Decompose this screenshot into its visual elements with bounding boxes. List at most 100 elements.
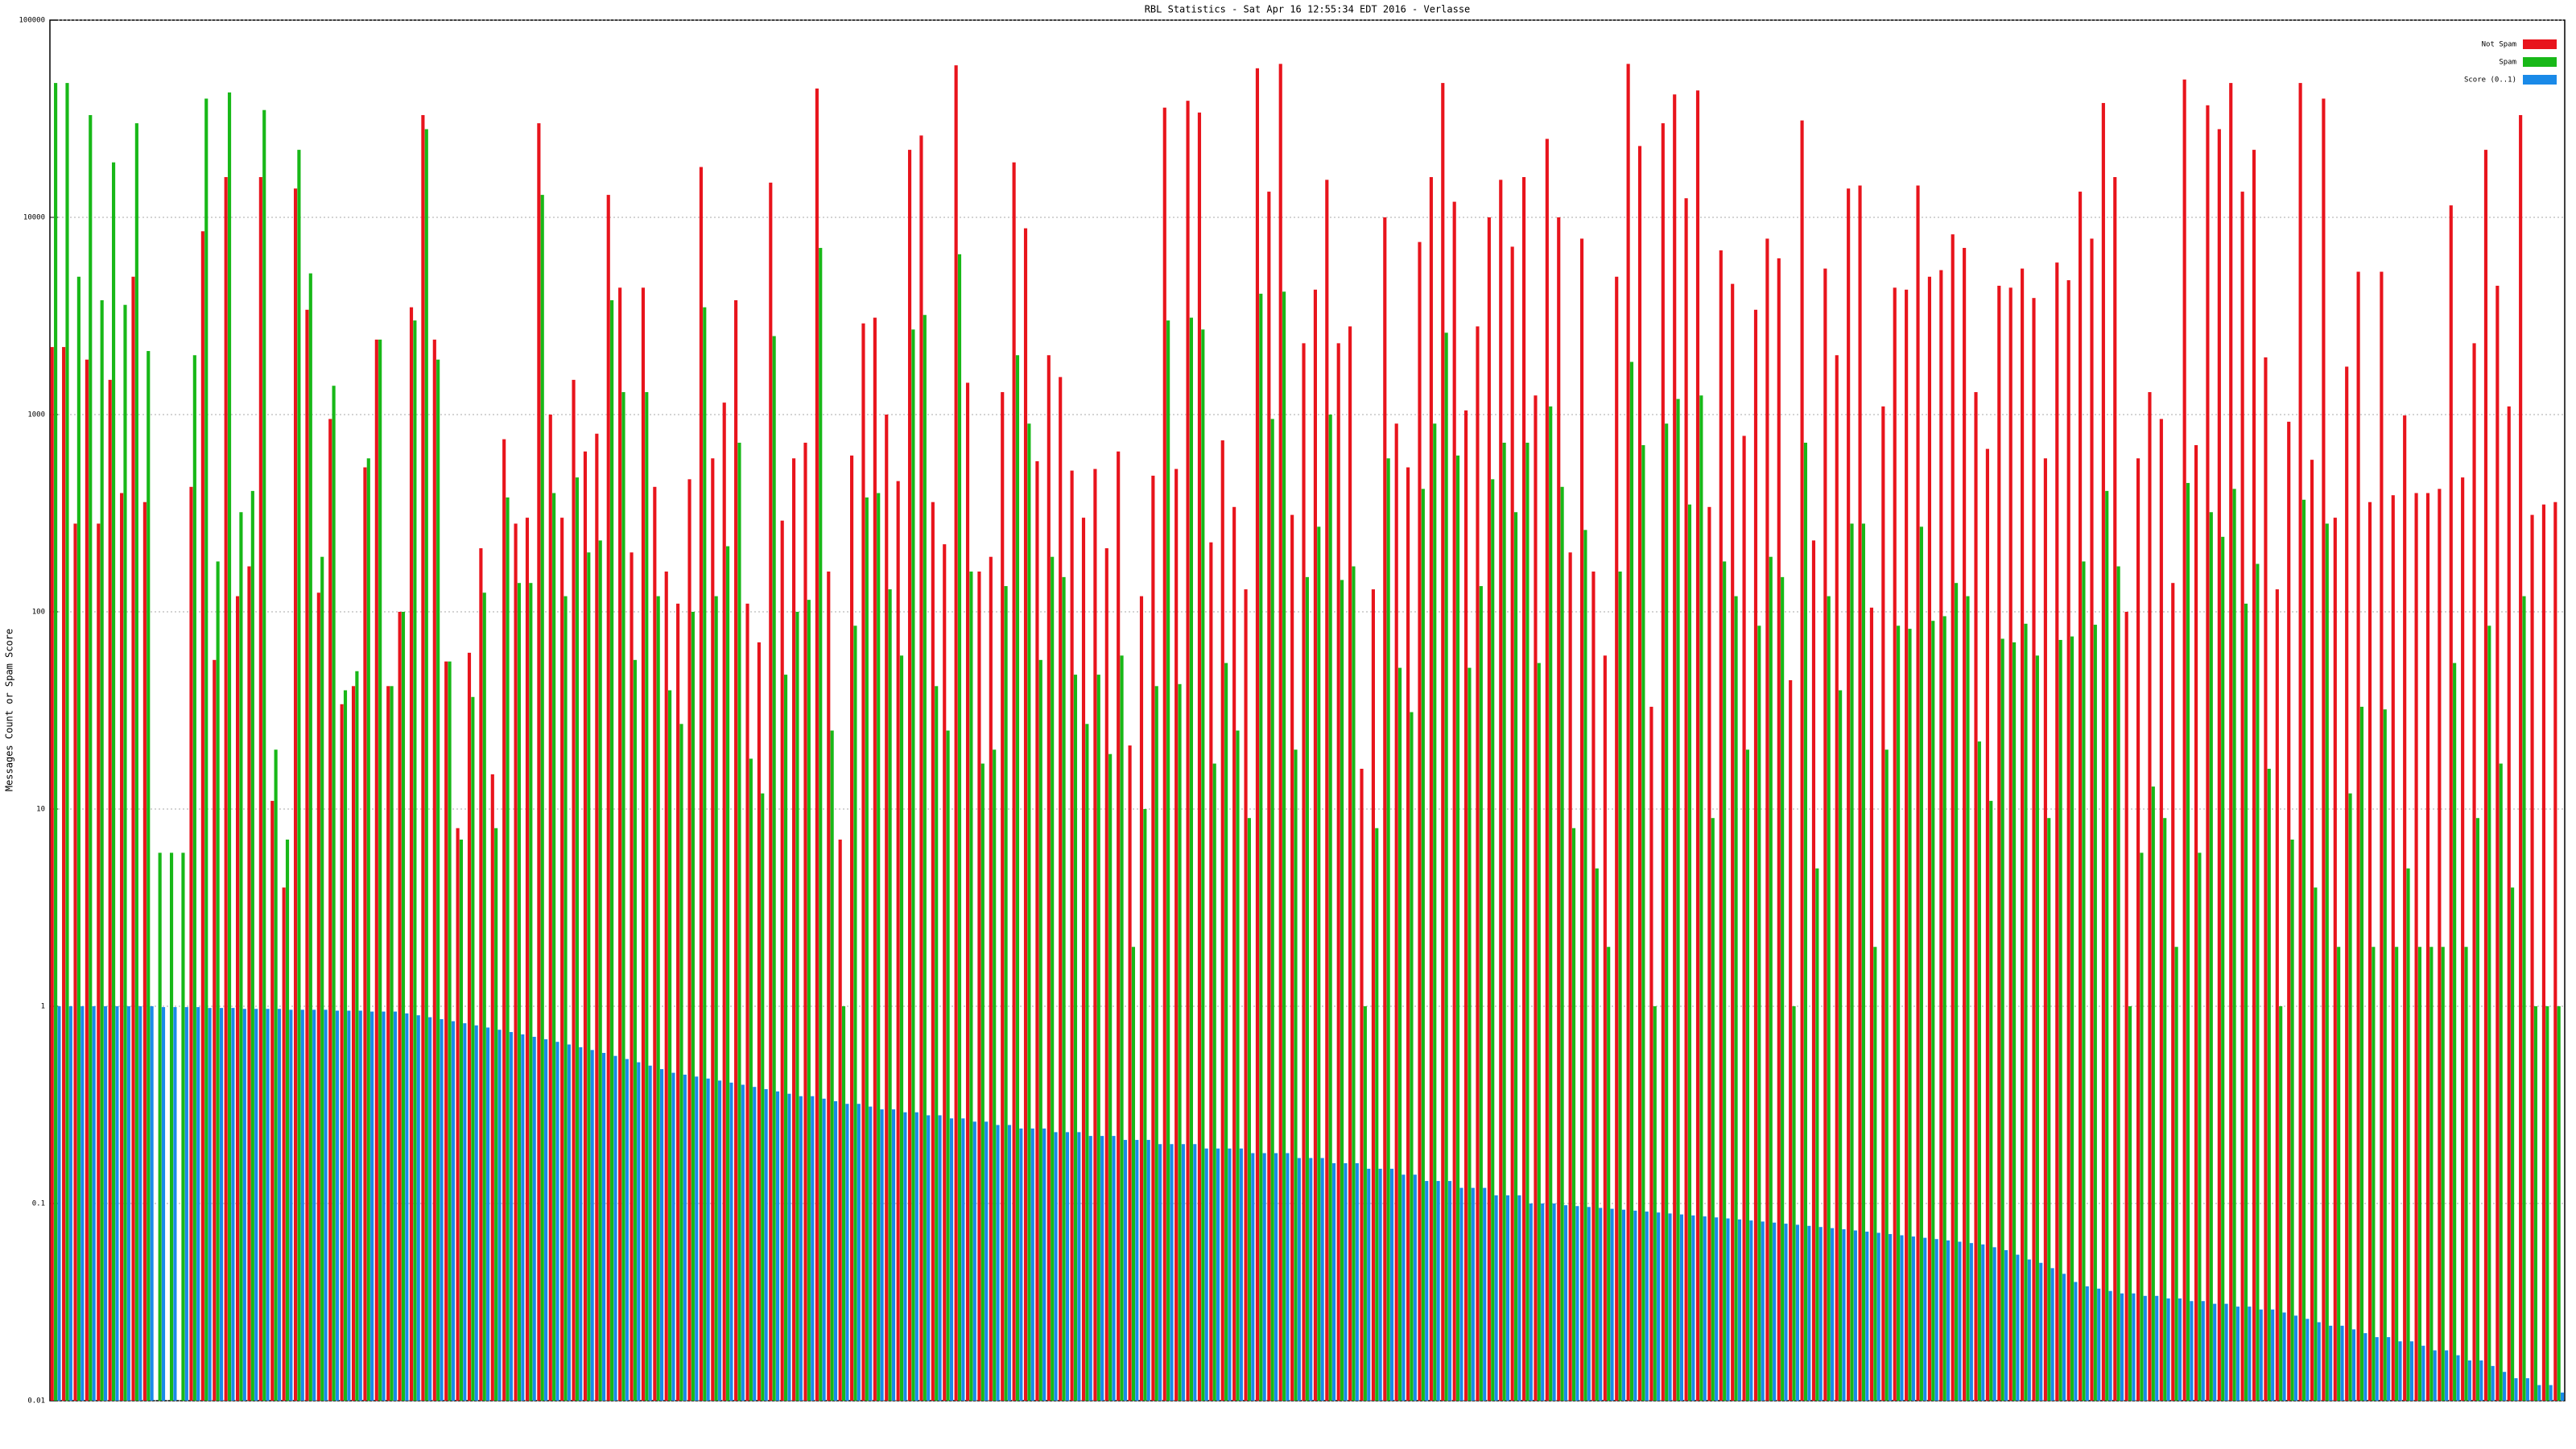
bar <box>2058 639 2062 1401</box>
bar <box>1410 712 1414 1401</box>
bar <box>2221 536 2225 1401</box>
bar <box>2190 1301 2194 1401</box>
bar <box>2159 419 2163 1401</box>
bar <box>745 603 749 1401</box>
bar <box>803 442 807 1401</box>
bar <box>1186 101 1190 1401</box>
bar <box>899 655 904 1401</box>
bar <box>1309 1158 1313 1401</box>
bar <box>1325 180 1329 1401</box>
bar <box>711 458 715 1401</box>
bar <box>97 523 101 1401</box>
bar <box>2560 1392 2565 1401</box>
bar <box>374 339 378 1401</box>
bar <box>2487 625 2491 1401</box>
bar <box>2406 868 2410 1401</box>
bar <box>1209 542 1213 1401</box>
bar <box>2267 768 2271 1401</box>
bar <box>413 320 417 1402</box>
bar <box>896 481 900 1402</box>
bar <box>1850 523 1854 1401</box>
bar <box>200 231 204 1401</box>
bar <box>1951 234 1955 1401</box>
bar <box>1459 1187 1463 1401</box>
bar <box>1761 1221 1765 1401</box>
bar <box>2445 1350 2449 1401</box>
bar <box>416 1015 420 1401</box>
bar <box>2113 176 2117 1401</box>
bar <box>1154 686 1158 1401</box>
bar <box>1974 392 1978 1402</box>
bar <box>343 690 348 1401</box>
bar <box>1251 1153 1255 1401</box>
bar <box>2287 421 2291 1401</box>
bar <box>2409 1341 2413 1401</box>
bar <box>1397 667 1402 1401</box>
bar <box>2105 490 2109 1402</box>
bar <box>911 329 915 1401</box>
bar <box>2032 298 2036 1401</box>
bar <box>1158 1144 1162 1401</box>
bar <box>2363 1333 2368 1401</box>
bar <box>850 455 854 1401</box>
bar <box>633 659 637 1401</box>
bar <box>142 502 147 1402</box>
bar <box>358 1010 362 1401</box>
bar <box>1869 607 1874 1401</box>
bar <box>764 1088 768 1401</box>
y-tick-label: 10 <box>36 806 45 814</box>
bar <box>254 1009 258 1401</box>
bar <box>1571 828 1576 1401</box>
bar <box>1290 514 1294 1401</box>
bar <box>1181 1144 1185 1401</box>
bar <box>1715 1217 1719 1401</box>
bar <box>1070 470 1074 1402</box>
bar <box>1166 320 1170 1402</box>
bar <box>50 347 54 1401</box>
bar <box>965 382 970 1401</box>
bar <box>134 123 138 1402</box>
bar <box>2298 83 2302 1401</box>
bar <box>227 92 232 1401</box>
bar <box>1051 556 1055 1402</box>
bar <box>340 704 344 1401</box>
bar <box>761 793 765 1401</box>
bar <box>699 167 703 1401</box>
bar <box>525 518 530 1402</box>
bar <box>2456 1355 2460 1401</box>
y-tick-label: 0.01 <box>27 1397 45 1406</box>
bar <box>602 1052 606 1401</box>
bar <box>749 758 753 1401</box>
bar <box>996 1125 1000 1401</box>
bar <box>2008 287 2013 1401</box>
bar <box>1112 1136 1116 1401</box>
bar <box>1673 94 1677 1401</box>
bar <box>1599 1208 1603 1401</box>
y-tick-label: 1000 <box>27 411 45 419</box>
bar <box>270 800 275 1401</box>
bar <box>1236 730 1240 1401</box>
bar <box>382 1011 386 1401</box>
bar <box>1881 406 1885 1402</box>
bar <box>514 523 518 1401</box>
bar <box>1908 629 1912 1401</box>
bar <box>2035 655 2039 1401</box>
bar <box>192 355 196 1401</box>
y-tick-label: 10000 <box>23 214 45 222</box>
bar <box>158 852 162 1401</box>
bar <box>2348 793 2352 1401</box>
bar <box>181 852 185 1401</box>
bar <box>1992 1247 1996 1401</box>
bar <box>2464 947 2468 1401</box>
bar <box>378 339 382 1401</box>
bar <box>595 433 599 1402</box>
bar <box>1966 596 1970 1401</box>
bar <box>1402 1174 1406 1401</box>
bar <box>2380 271 2384 1402</box>
bar <box>1676 398 1680 1401</box>
bar <box>799 1096 803 1401</box>
bar <box>1502 442 1506 1401</box>
bar <box>1170 1144 1174 1401</box>
bar <box>1038 659 1042 1401</box>
bar <box>1117 451 1121 1402</box>
